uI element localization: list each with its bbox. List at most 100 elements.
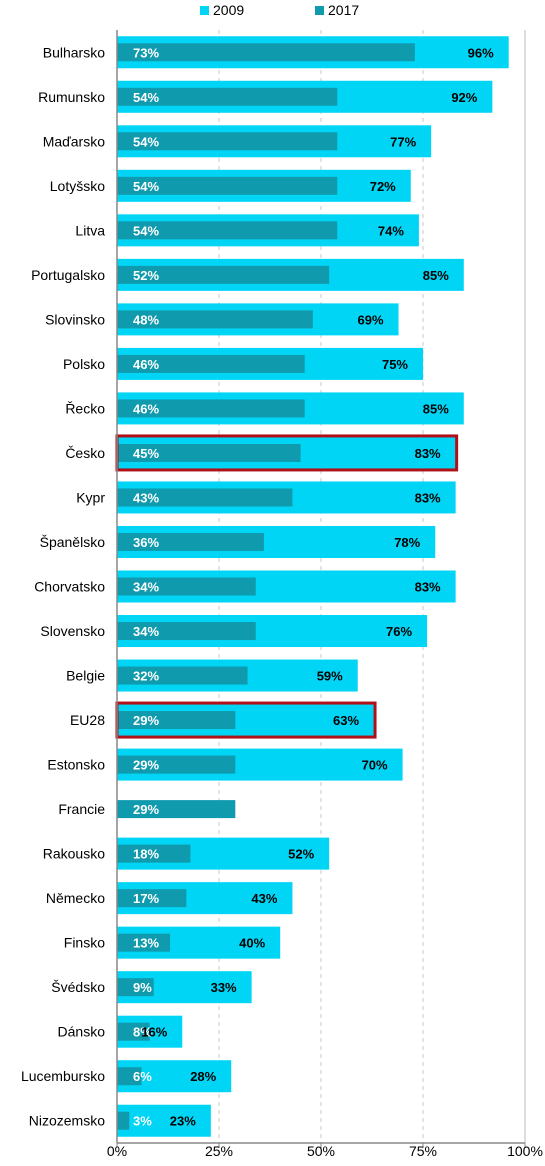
- category-label: Belgie: [66, 668, 105, 684]
- category-label: Lucembursko: [21, 1068, 105, 1084]
- bar-2017: [117, 978, 154, 997]
- bar-2017: [117, 310, 313, 329]
- category-label: Česko: [65, 445, 105, 461]
- bar-2009: [117, 1104, 211, 1137]
- data-label-2009: 33%: [211, 980, 237, 995]
- bar-2017: [117, 800, 236, 819]
- data-label-2009: 63%: [333, 713, 359, 728]
- category-label: Bulharsko: [43, 44, 105, 60]
- category-label: Francie: [58, 801, 105, 817]
- data-label-2017: 29%: [133, 758, 159, 773]
- data-label-2017: 6%: [133, 1069, 152, 1084]
- data-label-2017: 46%: [133, 401, 159, 416]
- category-label: Rakousko: [43, 846, 105, 862]
- bar-2017: [117, 889, 187, 908]
- data-label-2017: 54%: [133, 179, 159, 194]
- data-label-2017: 8%: [133, 1025, 152, 1040]
- data-label-2017: 3%: [133, 1114, 152, 1129]
- data-label-2017: 43%: [133, 490, 159, 505]
- data-label-2017: 48%: [133, 312, 159, 327]
- bar-2017: [117, 354, 305, 373]
- bar-2017: [117, 1111, 130, 1130]
- data-label-2009: 77%: [390, 134, 416, 149]
- category-label: Chorvatsko: [34, 579, 105, 595]
- data-label-2017: 73%: [133, 45, 159, 60]
- data-label-2009: 16%: [141, 1025, 167, 1040]
- data-label-2009: 59%: [317, 669, 343, 684]
- category-label: Finsko: [64, 935, 105, 951]
- category-label: Litva: [75, 222, 105, 238]
- category-label: Dánsko: [58, 1024, 106, 1040]
- data-label-2017: 9%: [133, 980, 152, 995]
- bar-2017: [117, 711, 236, 730]
- data-label-2017: 34%: [133, 580, 159, 595]
- data-label-2009: 74%: [378, 223, 404, 238]
- category-label: Německo: [46, 890, 105, 906]
- bar-2017: [117, 933, 171, 952]
- data-label-2009: 83%: [415, 580, 441, 595]
- data-label-2017: 34%: [133, 624, 159, 639]
- data-label-2017: 13%: [133, 936, 159, 951]
- data-label-2009: 52%: [288, 847, 314, 862]
- data-label-2017: 52%: [133, 268, 159, 283]
- x-tick-label: 100%: [507, 1143, 543, 1159]
- data-label-2009: 76%: [386, 624, 412, 639]
- category-label: Slovinsko: [45, 311, 105, 327]
- data-label-2009: 92%: [451, 90, 477, 105]
- data-label-2017: 46%: [133, 357, 159, 372]
- data-label-2009: 83%: [415, 490, 441, 505]
- bar-2017: [117, 577, 256, 596]
- category-label: Slovensko: [40, 623, 105, 639]
- category-label: Estonsko: [47, 757, 105, 773]
- data-label-2017: 45%: [133, 446, 159, 461]
- data-label-2017: 29%: [133, 713, 159, 728]
- bar-2017: [117, 221, 338, 240]
- bar-2017: [117, 132, 338, 151]
- category-label: Řecko: [65, 400, 105, 416]
- bar-2017: [117, 488, 293, 507]
- category-label: EU28: [70, 712, 105, 728]
- data-label-2009: 96%: [468, 45, 494, 60]
- data-label-2017: 54%: [133, 90, 159, 105]
- data-label-2009: 40%: [239, 936, 265, 951]
- legend-label-2017: 2017: [328, 2, 359, 18]
- category-label: Maďarsko: [43, 133, 106, 149]
- data-label-2009: 83%: [415, 446, 441, 461]
- category-label: Lotyšsko: [50, 178, 105, 194]
- data-label-2017: 32%: [133, 669, 159, 684]
- category-label: Nizozemsko: [29, 1113, 105, 1129]
- x-tick-label: 25%: [205, 1143, 233, 1159]
- data-label-2017: 54%: [133, 134, 159, 149]
- data-label-2017: 54%: [133, 223, 159, 238]
- category-label: Kypr: [76, 489, 105, 505]
- x-tick-label: 75%: [409, 1143, 437, 1159]
- bar-2017: [117, 399, 305, 418]
- bar-2017: [117, 1067, 142, 1086]
- x-tick-label: 0%: [107, 1143, 127, 1159]
- category-label: Španělsko: [40, 534, 106, 550]
- legend-swatch-2017: [315, 6, 324, 15]
- bar-2017: [117, 755, 236, 774]
- data-label-2009: 43%: [251, 891, 277, 906]
- data-label-2017: 18%: [133, 847, 159, 862]
- bar-2017: [117, 666, 248, 685]
- data-label-2009: 69%: [357, 312, 383, 327]
- data-label-2009: 85%: [423, 268, 449, 283]
- bar-2017: [117, 844, 191, 863]
- data-label-2009: 85%: [423, 401, 449, 416]
- bar-2017: [117, 265, 330, 284]
- bar-2017: [117, 176, 338, 195]
- bar-2017: [117, 1022, 150, 1041]
- bar-2017: [117, 87, 338, 106]
- legend-swatch-2009: [200, 6, 209, 15]
- data-label-2017: 36%: [133, 535, 159, 550]
- category-label: Portugalsko: [31, 267, 105, 283]
- bar-2017: [117, 443, 301, 462]
- legend-label-2009: 2009: [213, 2, 244, 18]
- category-label: Polsko: [63, 356, 105, 372]
- bar-2017: [117, 622, 256, 641]
- x-tick-label: 50%: [307, 1143, 335, 1159]
- data-label-2009: 72%: [370, 179, 396, 194]
